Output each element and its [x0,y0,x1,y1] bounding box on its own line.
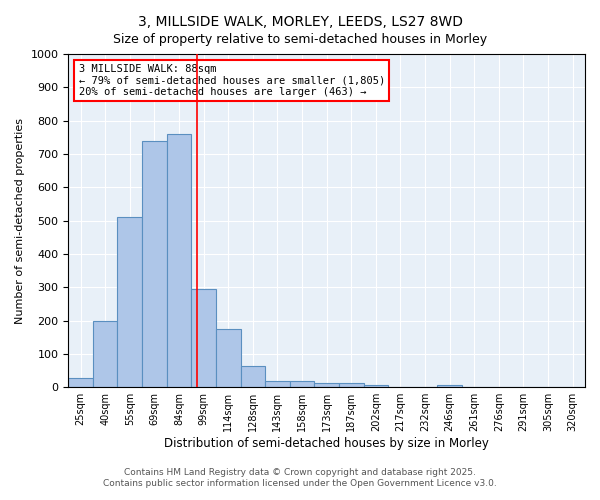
Text: 3, MILLSIDE WALK, MORLEY, LEEDS, LS27 8WD: 3, MILLSIDE WALK, MORLEY, LEEDS, LS27 8W… [137,15,463,29]
Bar [93,320,118,387]
Bar [364,385,388,387]
Bar [191,289,216,387]
Text: Size of property relative to semi-detached houses in Morley: Size of property relative to semi-detach… [113,32,487,46]
Bar [241,366,265,387]
Bar [290,380,314,387]
Bar [142,140,167,387]
X-axis label: Distribution of semi-detached houses by size in Morley: Distribution of semi-detached houses by … [164,437,489,450]
Text: 3 MILLSIDE WALK: 88sqm
← 79% of semi-detached houses are smaller (1,805)
20% of : 3 MILLSIDE WALK: 88sqm ← 79% of semi-det… [79,64,385,97]
Bar [265,380,290,387]
Bar [314,383,339,387]
Bar [167,134,191,387]
Y-axis label: Number of semi-detached properties: Number of semi-detached properties [15,118,25,324]
Bar [339,383,364,387]
Text: Contains HM Land Registry data © Crown copyright and database right 2025.
Contai: Contains HM Land Registry data © Crown c… [103,468,497,487]
Bar [437,384,462,387]
Bar [118,218,142,387]
Bar [216,329,241,387]
Bar [68,378,93,387]
